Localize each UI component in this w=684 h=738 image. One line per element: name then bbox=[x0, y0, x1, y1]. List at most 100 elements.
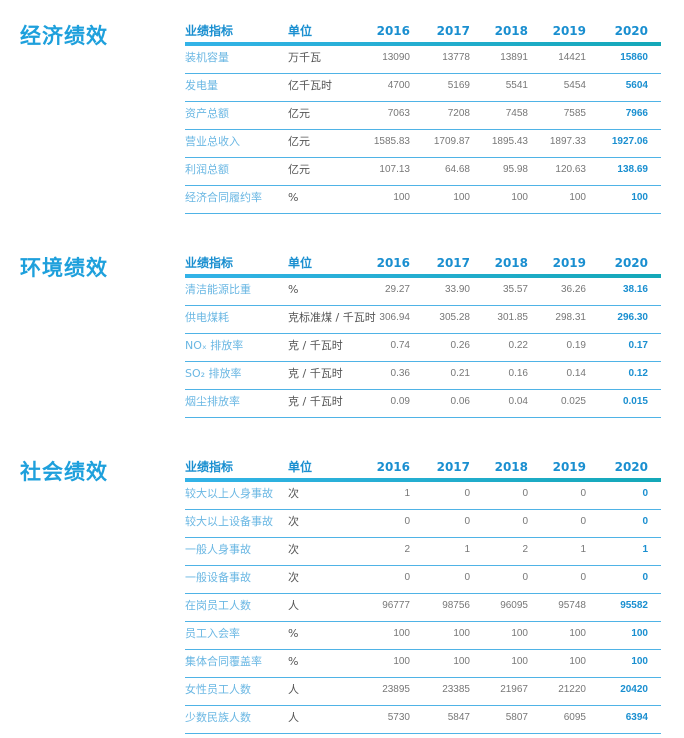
row-value: 23385 bbox=[442, 684, 470, 695]
table-row: 资产总额 亿元 7063 7208 7458 7585 7966 bbox=[185, 102, 661, 130]
row-unit: % bbox=[288, 191, 299, 204]
row-value: 1927.06 bbox=[611, 136, 648, 147]
row-value: 7585 bbox=[563, 108, 586, 119]
row-value: 5847 bbox=[447, 712, 470, 723]
row-unit: % bbox=[288, 655, 299, 668]
table-row: 集体合同覆盖率 % 100 100 100 100 100 bbox=[185, 650, 661, 678]
header-year: 2016 bbox=[376, 460, 410, 474]
header-unit: 单位 bbox=[288, 460, 313, 474]
table-header: 业绩指标 单位 2016 2017 2018 2019 2020 bbox=[185, 252, 661, 274]
row-value: 7063 bbox=[387, 108, 410, 119]
header-indicator: 业绩指标 bbox=[185, 24, 234, 38]
row-unit: 亿元 bbox=[288, 163, 310, 176]
row-value: 0 bbox=[522, 488, 528, 499]
row-value: 0.19 bbox=[566, 340, 586, 351]
table-row: 利润总额 亿元 107.13 64.68 95.98 120.63 138.69 bbox=[185, 158, 661, 186]
row-value: 100 bbox=[569, 628, 586, 639]
row-value: 0 bbox=[580, 488, 586, 499]
row-value: 100 bbox=[453, 628, 470, 639]
row-unit: 亿千瓦时 bbox=[288, 79, 332, 92]
row-value: 298.31 bbox=[555, 312, 586, 323]
row-value: 0.06 bbox=[450, 396, 470, 407]
header-year: 2019 bbox=[552, 256, 586, 270]
row-value: 100 bbox=[453, 656, 470, 667]
row-unit: 克 / 千瓦时 bbox=[288, 367, 343, 380]
row-value: 36.26 bbox=[560, 284, 586, 295]
row-value: 0 bbox=[464, 488, 470, 499]
row-unit: 亿元 bbox=[288, 107, 310, 120]
header-year: 2016 bbox=[376, 256, 410, 270]
row-label: 营业总收入 bbox=[185, 135, 240, 148]
header-year: 2016 bbox=[376, 24, 410, 38]
row-value: 100 bbox=[569, 656, 586, 667]
row-value: 0.22 bbox=[508, 340, 528, 351]
row-value: 5169 bbox=[447, 80, 470, 91]
row-unit: % bbox=[288, 283, 299, 296]
row-value: 38.16 bbox=[622, 284, 648, 295]
row-label: 一般人身事故 bbox=[185, 543, 251, 556]
row-value: 100 bbox=[393, 628, 410, 639]
row-value: 0 bbox=[522, 572, 528, 583]
row-unit: 人 bbox=[288, 711, 299, 724]
header-year: 2020 bbox=[614, 460, 648, 474]
header-year: 2018 bbox=[494, 256, 528, 270]
header-divider bbox=[185, 274, 661, 278]
row-value: 6394 bbox=[625, 712, 648, 723]
row-value: 96777 bbox=[382, 600, 410, 611]
row-value: 0.21 bbox=[450, 368, 470, 379]
row-value: 2 bbox=[404, 544, 410, 555]
row-value: 35.57 bbox=[502, 284, 528, 295]
row-value: 107.13 bbox=[379, 164, 410, 175]
table-row: 经济合同履约率 % 100 100 100 100 100 bbox=[185, 186, 661, 214]
row-label: 清洁能源比重 bbox=[185, 283, 251, 296]
row-label: 发电量 bbox=[185, 79, 218, 92]
row-value: 100 bbox=[631, 192, 648, 203]
table-header: 业绩指标 单位 2016 2017 2018 2019 2020 bbox=[185, 20, 661, 42]
row-value: 23895 bbox=[382, 684, 410, 695]
row-value: 1895.43 bbox=[491, 136, 528, 147]
row-value: 21220 bbox=[558, 684, 586, 695]
table-row: 烟尘排放率 克 / 千瓦时 0.09 0.06 0.04 0.025 0.015 bbox=[185, 390, 661, 418]
row-label: 员工入会率 bbox=[185, 627, 240, 640]
row-value: 0 bbox=[522, 516, 528, 527]
row-value: 100 bbox=[631, 628, 648, 639]
row-value: 64.68 bbox=[444, 164, 470, 175]
table-row: SO₂ 排放率 克 / 千瓦时 0.36 0.21 0.16 0.14 0.12 bbox=[185, 362, 661, 390]
row-value: 21967 bbox=[500, 684, 528, 695]
header-year: 2017 bbox=[436, 256, 470, 270]
row-unit: 次 bbox=[288, 515, 299, 528]
row-value: 100 bbox=[511, 656, 528, 667]
row-value: 13891 bbox=[500, 52, 528, 63]
table-row: 较大以上人身事故 次 1 0 0 0 0 bbox=[185, 482, 661, 510]
row-value: 0.14 bbox=[566, 368, 586, 379]
table-row: 一般人身事故 次 2 1 2 1 1 bbox=[185, 538, 661, 566]
table-header: 业绩指标 单位 2016 2017 2018 2019 2020 bbox=[185, 456, 661, 478]
table-row: 供电煤耗 克标准煤 / 千瓦时 306.94 305.28 301.85 298.31 2… bbox=[185, 306, 661, 334]
row-value: 100 bbox=[511, 628, 528, 639]
row-value: 0 bbox=[464, 572, 470, 583]
row-value: 5541 bbox=[505, 80, 528, 91]
row-value: 96095 bbox=[500, 600, 528, 611]
header-unit: 单位 bbox=[288, 24, 313, 38]
row-label: 利润总额 bbox=[185, 163, 229, 176]
row-value: 120.63 bbox=[555, 164, 586, 175]
row-value: 29.27 bbox=[384, 284, 410, 295]
row-value: 0.04 bbox=[508, 396, 528, 407]
row-value: 0 bbox=[404, 572, 410, 583]
row-value: 100 bbox=[631, 656, 648, 667]
row-value: 296.30 bbox=[617, 312, 648, 323]
row-label: 一般设备事故 bbox=[185, 571, 251, 584]
row-value: 0 bbox=[580, 572, 586, 583]
row-value: 5807 bbox=[505, 712, 528, 723]
row-value: 0.17 bbox=[628, 340, 648, 351]
row-value: 7458 bbox=[505, 108, 528, 119]
row-unit: 次 bbox=[288, 571, 299, 584]
row-value: 1897.33 bbox=[549, 136, 586, 147]
row-unit: 克标准煤 / 千瓦时 bbox=[288, 311, 376, 324]
header-year: 2019 bbox=[552, 24, 586, 38]
row-value: 100 bbox=[511, 192, 528, 203]
row-value: 0.025 bbox=[560, 396, 586, 407]
row-value: 1 bbox=[404, 488, 410, 499]
row-value: 0.015 bbox=[622, 396, 648, 407]
row-label: 装机容量 bbox=[185, 51, 229, 64]
